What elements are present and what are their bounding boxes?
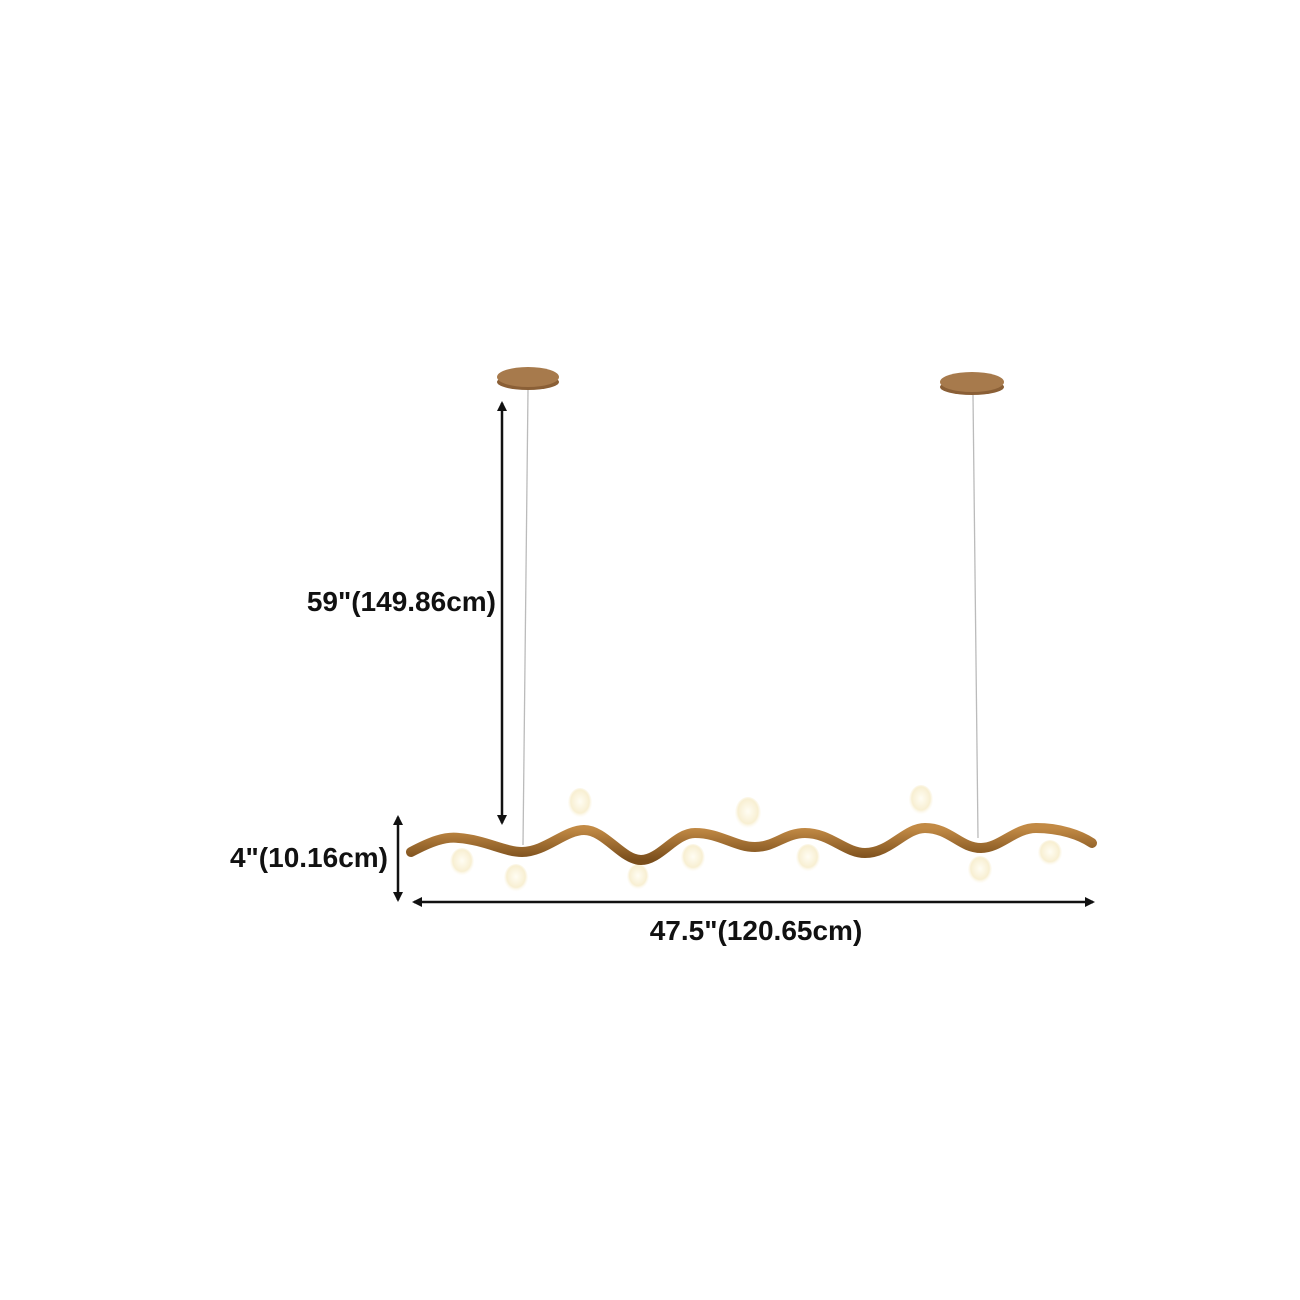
fixture-height-label: 4"(10.16cm) [230,842,388,873]
bulb [627,864,649,890]
suspension-wire-right [972,394,979,839]
bulb [735,797,761,829]
bulb [568,788,592,818]
bulb [681,844,705,872]
wavy-branch-fixture [406,822,1097,866]
bulb [796,844,820,872]
fixture-length-label: 47.5"(120.65cm) [650,915,863,946]
bulb [1038,840,1062,866]
ceiling-canopy-left [497,367,559,390]
drop-height-label: 59"(149.86cm) [307,586,496,617]
bulb [450,848,474,876]
suspension-wire-left [522,389,529,846]
ceiling-canopy-right [940,372,1004,395]
bulb [909,785,933,815]
bulbs [450,785,1062,892]
bulb [504,864,528,892]
bulb [968,856,992,884]
